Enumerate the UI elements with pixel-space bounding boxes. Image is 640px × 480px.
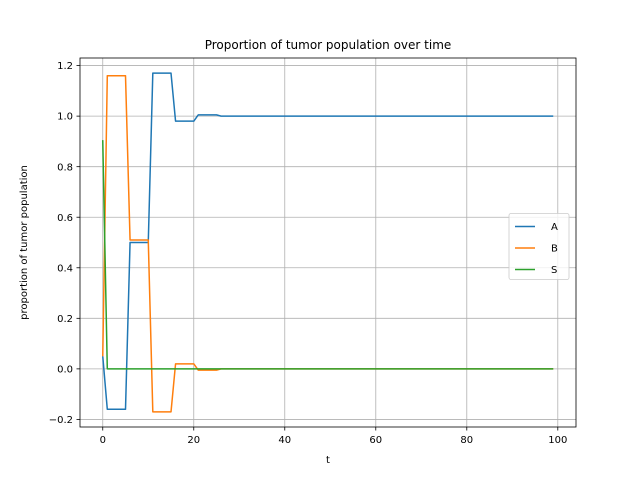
legend-label-b: B	[551, 244, 558, 255]
y-axis-title: proportion of tumor population	[19, 165, 30, 320]
x-tick-label: 0	[100, 435, 106, 446]
x-tick-label: 60	[369, 435, 382, 446]
legend-label-s: S	[551, 265, 557, 276]
series-line-b	[102, 74, 554, 413]
y-tick-label: 0.8	[57, 162, 73, 173]
plot-area-frame	[79, 57, 577, 428]
x-tick-label: 20	[187, 435, 200, 446]
y-tick-label: 0.0	[57, 364, 73, 375]
y-tick-label: 1.2	[57, 61, 73, 72]
y-tick-label: −0.2	[49, 415, 73, 426]
grid-lines	[80, 58, 576, 427]
legend-label-a: A	[551, 222, 558, 233]
y-tick-label: 0.2	[57, 314, 73, 325]
x-axis-title: t	[326, 455, 330, 466]
y-tick-label: 0.6	[57, 213, 73, 224]
chart-title: Proportion of tumor population over time	[205, 38, 452, 52]
x-tick-label: 40	[278, 435, 291, 446]
x-tick-label: 80	[460, 435, 473, 446]
y-axis-ticks: −0.2 0.0 0.2 0.4 0.6 0.8 1.0 1.2	[49, 61, 80, 426]
series-line-s	[102, 140, 554, 370]
x-tick-label: 100	[548, 435, 567, 446]
series-line-a	[102, 72, 554, 411]
y-tick-label: 0.4	[57, 263, 73, 274]
y-tick-label: 1.0	[57, 112, 73, 123]
x-axis-ticks: 0 20 40 60 80 100	[100, 427, 567, 446]
legend: ABS	[508, 213, 570, 280]
series-lines	[102, 72, 554, 413]
legend-box	[508, 213, 570, 280]
